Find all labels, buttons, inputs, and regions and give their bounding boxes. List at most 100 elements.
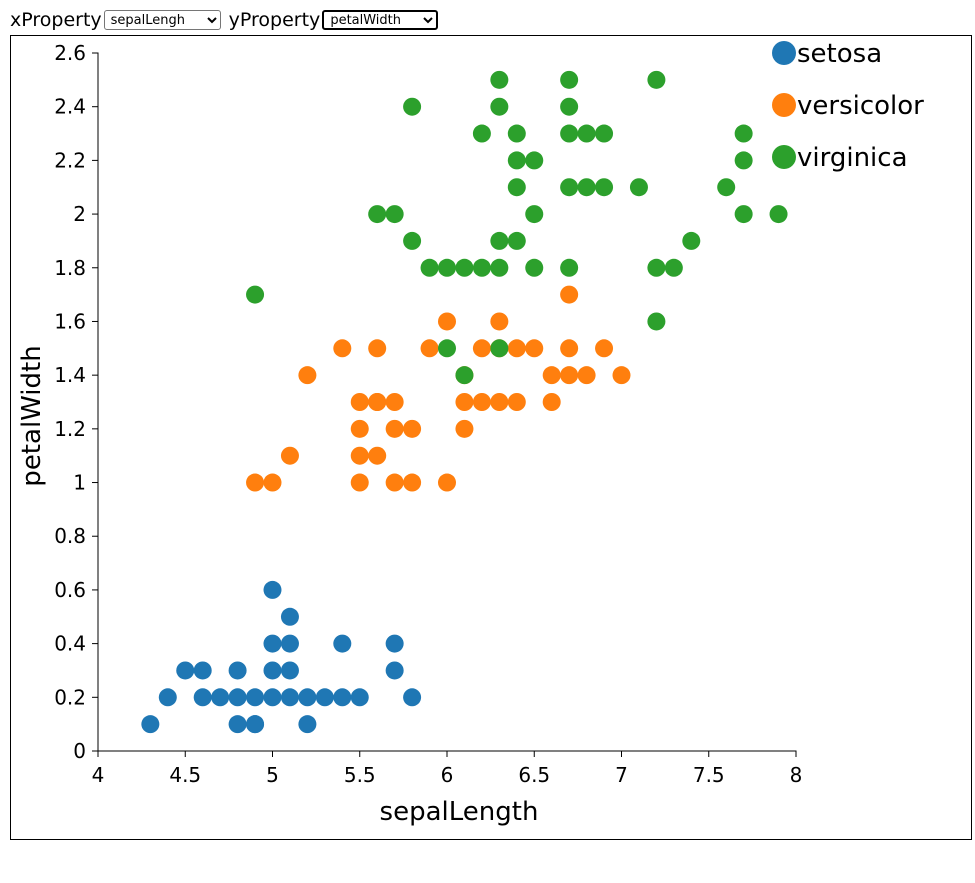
point-versicolor xyxy=(525,339,544,358)
y-property-label: yProperty xyxy=(228,9,321,31)
point-versicolor xyxy=(350,473,369,492)
point-virginica xyxy=(403,231,422,250)
x-tick-label: 7.5 xyxy=(693,763,725,787)
point-versicolor xyxy=(368,339,387,358)
x-tick-label: 8 xyxy=(790,763,803,787)
point-virginica xyxy=(490,70,509,89)
x-axis-title: sepalLength xyxy=(380,797,539,827)
point-virginica xyxy=(560,124,579,143)
point-setosa xyxy=(193,688,212,707)
scatter-chart: 4 4.5 5 5.5 6 6.5 7 7.5 8 0 0.2 0.4 0.6 0.8 1 1.2 1.4 1.… xyxy=(10,35,972,840)
x-axis: 4 4.5 5 5.5 6 6.5 7 7.5 8 xyxy=(92,750,803,787)
y-tick-label: 0.8 xyxy=(54,524,86,548)
point-virginica xyxy=(438,258,456,277)
point-setosa xyxy=(246,715,265,734)
point-versicolor xyxy=(298,366,317,385)
point-virginica xyxy=(647,70,666,89)
y-tick-label: 0.6 xyxy=(54,578,86,602)
point-versicolor xyxy=(560,339,579,358)
point-virginica xyxy=(385,205,404,224)
point-setosa xyxy=(280,661,299,680)
x-property-label: xProperty xyxy=(10,9,102,31)
point-versicolor xyxy=(333,339,352,358)
point-virginica xyxy=(472,124,491,143)
point-virginica xyxy=(507,124,526,143)
point-setosa xyxy=(263,688,282,707)
point-setosa xyxy=(280,688,299,707)
point-setosa xyxy=(333,634,352,653)
point-virginica xyxy=(595,124,614,143)
point-versicolor xyxy=(507,393,526,411)
y-tick-label: 2.6 xyxy=(54,41,86,65)
point-versicolor xyxy=(455,419,474,438)
point-versicolor xyxy=(472,339,491,358)
data-points xyxy=(141,70,788,734)
point-versicolor xyxy=(385,419,404,438)
x-tick-label: 4 xyxy=(92,763,105,787)
point-virginica xyxy=(560,97,579,116)
point-setosa xyxy=(263,580,282,599)
point-virginica xyxy=(682,231,701,250)
point-setosa xyxy=(385,634,404,653)
point-versicolor xyxy=(560,366,579,385)
point-virginica xyxy=(560,258,579,277)
point-virginica xyxy=(490,258,509,277)
point-versicolor xyxy=(385,473,404,492)
point-virginica xyxy=(717,178,736,197)
point-setosa xyxy=(280,607,299,626)
point-versicolor xyxy=(507,339,526,358)
point-virginica xyxy=(577,124,596,143)
y-tick-label: 1.6 xyxy=(54,309,86,333)
point-virginica xyxy=(403,97,422,116)
x-property-select[interactable]: sepalLengh xyxy=(103,10,221,30)
point-virginica xyxy=(734,151,753,170)
x-tick-label: 5.5 xyxy=(344,763,376,787)
point-setosa xyxy=(228,688,247,707)
y-tick-label: 1.2 xyxy=(54,417,86,441)
y-tick-label: 2.4 xyxy=(54,95,86,119)
point-virginica xyxy=(734,205,753,224)
y-tick-label: 1.4 xyxy=(54,363,86,387)
point-setosa xyxy=(298,688,317,707)
point-virginica xyxy=(525,258,544,277)
point-virginica xyxy=(734,124,753,143)
point-versicolor xyxy=(577,366,596,385)
point-versicolor xyxy=(350,393,369,411)
point-versicolor xyxy=(542,393,561,411)
point-virginica xyxy=(507,178,526,197)
point-virginica xyxy=(368,205,387,224)
point-setosa xyxy=(315,688,334,707)
y-tick-label: 0.2 xyxy=(54,685,86,709)
point-setosa xyxy=(158,688,177,707)
x-tick-label: 7 xyxy=(615,763,628,787)
point-virginica xyxy=(472,258,491,277)
x-tick-label: 6 xyxy=(441,763,454,787)
y-axis-title: petalWidth xyxy=(17,345,47,486)
y-tick-label: 0.4 xyxy=(54,632,86,656)
y-tick-label: 1 xyxy=(73,471,86,495)
point-versicolor xyxy=(350,446,369,465)
point-virginica xyxy=(595,178,614,197)
point-virginica xyxy=(664,258,683,277)
point-setosa xyxy=(263,634,282,653)
x-tick-label: 4.5 xyxy=(169,763,201,787)
legend-marker-setosa xyxy=(772,41,796,65)
y-property-select[interactable]: petalWidth xyxy=(322,10,439,30)
point-virginica xyxy=(647,312,666,331)
legend-marker-versicolor xyxy=(772,93,796,117)
y-axis: 0 0.2 0.4 0.6 0.8 1 1.2 1.4 1.6 1.8 2 2.2 2.4 2.6 xyxy=(54,41,99,763)
point-setosa xyxy=(228,715,247,734)
point-versicolor xyxy=(350,419,369,438)
legend-marker-virginica xyxy=(772,145,796,169)
point-versicolor xyxy=(368,393,387,411)
point-versicolor xyxy=(385,393,404,411)
point-virginica xyxy=(560,178,579,197)
point-versicolor xyxy=(490,393,509,411)
point-setosa xyxy=(193,661,212,680)
point-setosa xyxy=(228,661,247,680)
point-setosa xyxy=(333,688,352,707)
point-setosa xyxy=(298,715,317,734)
point-versicolor xyxy=(490,312,509,331)
legend: setosa versicolor virginica xyxy=(772,39,924,173)
point-versicolor xyxy=(263,473,282,492)
